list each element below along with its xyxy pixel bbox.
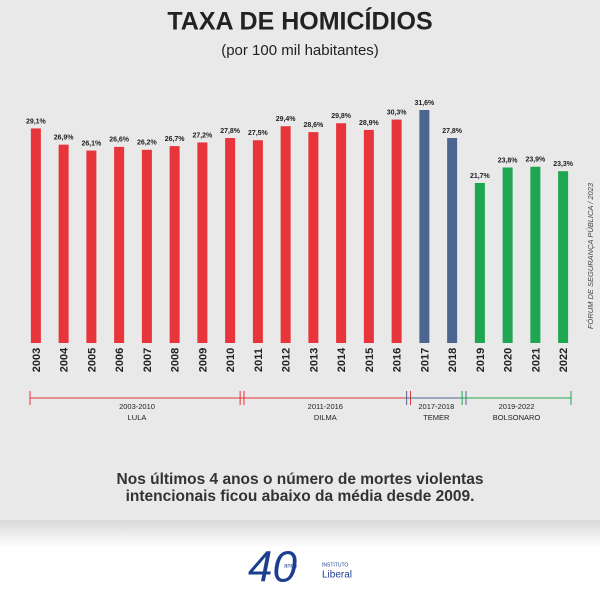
value-label: 29,4% [276,116,297,123]
x-tick-label: 2010 [225,348,237,372]
bar [169,146,180,343]
x-tick-label: 2005 [86,348,98,372]
period-years: 2003-2010 [119,402,155,411]
value-label: 26,7% [165,136,186,143]
period-years: 2017-2018 [418,402,454,411]
x-tick-label: 2003 [31,348,43,372]
bar [225,138,236,343]
period-name: BOLSONARO [493,413,541,422]
bar [530,166,541,343]
period-name: TEMER [423,413,450,422]
value-label: 28,9% [359,120,380,127]
bar [447,138,458,343]
x-tick-label: 2022 [558,348,570,372]
value-label: 26,6% [109,137,130,144]
chart-title: TAXA DE HOMICÍDIOS [167,7,432,36]
note-line: intencionais ficou abaixo da média desde… [126,488,475,505]
bar [197,142,208,343]
bar [308,132,319,343]
value-label: 29,8% [331,113,352,120]
bar [30,128,41,343]
x-tick-label: 2004 [59,347,71,372]
value-label: 23,9% [525,157,546,164]
source: FÓRUM DE SEGURANÇA PÚBLICA / 2023 [586,182,595,329]
bar [558,171,569,343]
value-label: 26,9% [54,134,75,141]
value-label: 23,3% [553,161,574,168]
bar [391,119,402,343]
x-tick-label: 2021 [530,348,542,372]
bar [114,146,125,343]
value-label: 23,8% [498,157,519,164]
chart-subtitle: (por 100 mil habitantes) [221,42,379,59]
value-label: 30,3% [387,109,408,116]
footer-background [0,520,600,600]
logo-anos: anos [284,564,297,570]
x-tick-label: 2007 [142,348,154,372]
value-label: 26,2% [137,140,158,147]
logo-number: 40 [248,543,297,592]
bar [58,144,69,343]
logo-institute: INSTITUTO [322,562,348,568]
x-tick-label: 2014 [336,347,348,372]
x-tick-label: 2009 [197,348,209,372]
bar [86,150,97,343]
x-tick-label: 2020 [503,348,515,372]
value-label: 27,8% [220,128,241,135]
bar [252,140,263,343]
bar [502,167,513,343]
value-label: 27,5% [248,130,269,137]
value-label: 31,6% [414,100,435,107]
bar [141,149,152,343]
x-tick-label: 2015 [364,348,376,372]
x-tick-label: 2006 [114,348,126,372]
period-name: LULA [128,413,147,422]
value-label: 29,1% [26,118,47,125]
period-years: 2011-2016 [308,402,343,411]
x-tick-label: 2017 [419,348,431,372]
x-tick-label: 2011 [253,348,265,372]
bar [363,129,374,343]
x-tick-label: 2012 [281,348,293,372]
period-name: DILMA [314,413,337,422]
bar [474,182,485,343]
period-years: 2019-2022 [499,402,535,411]
x-tick-label: 2013 [308,348,320,372]
value-label: 27,8% [442,128,463,135]
bar [336,123,347,343]
value-label: 21,7% [470,173,491,180]
bar [280,126,291,343]
logo-name: Liberal [322,570,352,581]
bar [419,110,430,343]
x-tick-label: 2019 [475,348,487,372]
x-tick-label: 2018 [447,348,459,372]
value-label: 26,1% [81,140,102,147]
value-label: 28,6% [303,122,324,129]
background [0,0,600,520]
x-tick-label: 2008 [170,348,182,372]
note-line: Nos últimos 4 anos o número de mortes vi… [117,471,484,488]
x-tick-label: 2016 [392,348,404,372]
value-label: 27,2% [192,132,213,139]
